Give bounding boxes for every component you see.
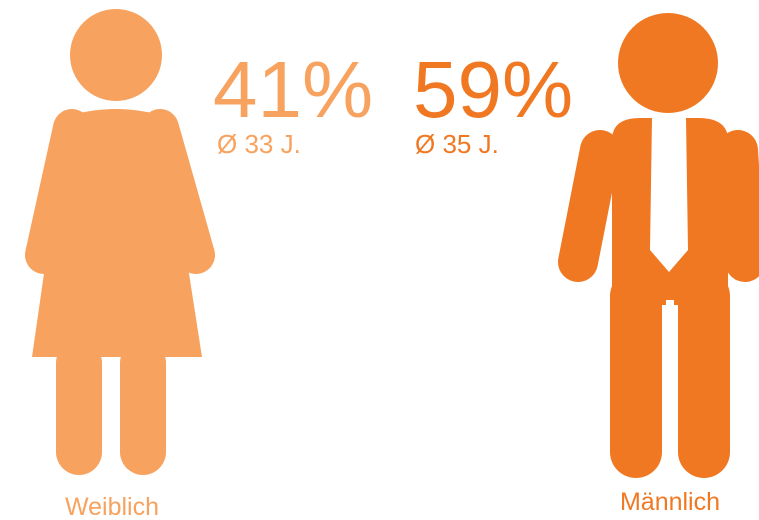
male-leg xyxy=(610,270,662,478)
female-head xyxy=(70,9,162,101)
female-leg xyxy=(120,340,166,475)
male-percent: 59% xyxy=(413,45,573,134)
male-arm xyxy=(558,130,620,282)
leg-gap xyxy=(666,300,674,480)
male-age: Ø 35 J. xyxy=(415,129,499,159)
male-figure xyxy=(558,13,759,480)
female-label: Weiblich xyxy=(65,493,159,520)
female-figure xyxy=(25,9,215,475)
female-leg xyxy=(56,340,102,475)
male-head xyxy=(618,13,718,113)
female-arm xyxy=(141,109,215,274)
male-tie xyxy=(650,118,688,272)
male-leg xyxy=(678,270,730,478)
female-percent: 41% xyxy=(213,45,373,134)
female-dress xyxy=(32,190,202,357)
male-arm xyxy=(718,130,759,282)
female-age: Ø 33 J. xyxy=(217,129,301,159)
male-label: Männlich xyxy=(620,488,720,516)
